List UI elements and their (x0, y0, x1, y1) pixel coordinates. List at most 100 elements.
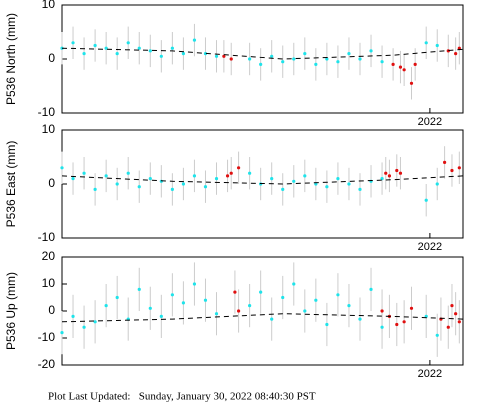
trend-line (61, 175, 464, 185)
point (457, 46, 461, 50)
point (281, 60, 285, 64)
y-axis-label: P536 North (mm) (4, 13, 18, 105)
point (424, 41, 428, 45)
point (126, 171, 130, 175)
point (391, 62, 395, 66)
point (336, 293, 340, 297)
point (126, 41, 130, 45)
point (214, 312, 219, 316)
point (435, 43, 439, 48)
point (358, 57, 362, 61)
point (137, 185, 141, 189)
y-tick-label: 10 (42, 122, 56, 136)
y-tick-label: -10 (38, 230, 56, 244)
point (454, 312, 458, 316)
point (104, 46, 108, 50)
point (229, 57, 233, 61)
point (409, 81, 414, 85)
point (236, 309, 241, 313)
point (248, 57, 252, 61)
point (82, 325, 86, 329)
point (454, 52, 458, 56)
point (402, 68, 406, 72)
trend-line (61, 47, 464, 60)
y-axis-label: P536 Up (mm) (4, 272, 18, 350)
point (229, 171, 233, 175)
point (104, 304, 108, 308)
plot-frame (61, 4, 464, 114)
point (347, 182, 351, 186)
point (82, 171, 86, 175)
point (148, 49, 152, 53)
point (137, 287, 141, 291)
point (435, 333, 439, 337)
point (104, 174, 108, 178)
point (380, 325, 384, 329)
point (398, 171, 403, 175)
point (214, 54, 219, 58)
point (93, 187, 97, 191)
point (270, 177, 274, 181)
point (248, 304, 252, 308)
y-axis-label: P536 East (mm) (4, 141, 18, 228)
point (443, 160, 447, 164)
point (203, 298, 208, 302)
plot-frame (61, 256, 464, 366)
y-tick-label: 10 (42, 276, 56, 290)
point (192, 282, 197, 286)
point (259, 290, 263, 294)
x-tick-label: 2022 (418, 241, 442, 253)
point (380, 177, 384, 181)
point (435, 182, 439, 186)
point (398, 65, 403, 69)
point (181, 182, 186, 186)
point (413, 62, 417, 66)
point (159, 314, 163, 318)
point (347, 304, 351, 308)
point (292, 57, 296, 61)
point (314, 62, 318, 66)
point (248, 171, 252, 175)
point (60, 166, 64, 170)
point (325, 322, 329, 327)
point (82, 52, 86, 56)
point (181, 301, 186, 305)
point (225, 174, 230, 178)
y-tick-label: 0 (48, 176, 55, 190)
point (292, 179, 296, 183)
point (395, 168, 399, 173)
footer: Plot Last Updated: Sunday, January 30, 2… (48, 391, 316, 403)
point (369, 49, 373, 53)
point (115, 52, 119, 56)
point (192, 38, 197, 42)
x-tick-label: 2022 (418, 116, 442, 128)
point (115, 295, 119, 300)
point (358, 317, 362, 321)
point (203, 185, 208, 189)
point (270, 54, 274, 58)
point (181, 52, 186, 56)
point (409, 306, 414, 310)
point (336, 177, 340, 181)
point (203, 52, 208, 56)
point (148, 177, 152, 181)
point (303, 309, 307, 313)
point (325, 185, 329, 189)
point (60, 331, 64, 335)
trend-line (61, 313, 464, 323)
point (387, 174, 392, 178)
point (159, 54, 163, 58)
point (336, 60, 340, 64)
y-tick-label: -10 (38, 105, 56, 119)
y-tick-label: 20 (42, 249, 56, 263)
point (148, 306, 152, 310)
point (93, 320, 97, 324)
point (71, 41, 75, 45)
point (395, 322, 399, 327)
point (347, 52, 351, 56)
point (369, 287, 373, 291)
point (380, 309, 384, 313)
point (170, 187, 174, 191)
y-tick-label: -10 (38, 330, 56, 344)
